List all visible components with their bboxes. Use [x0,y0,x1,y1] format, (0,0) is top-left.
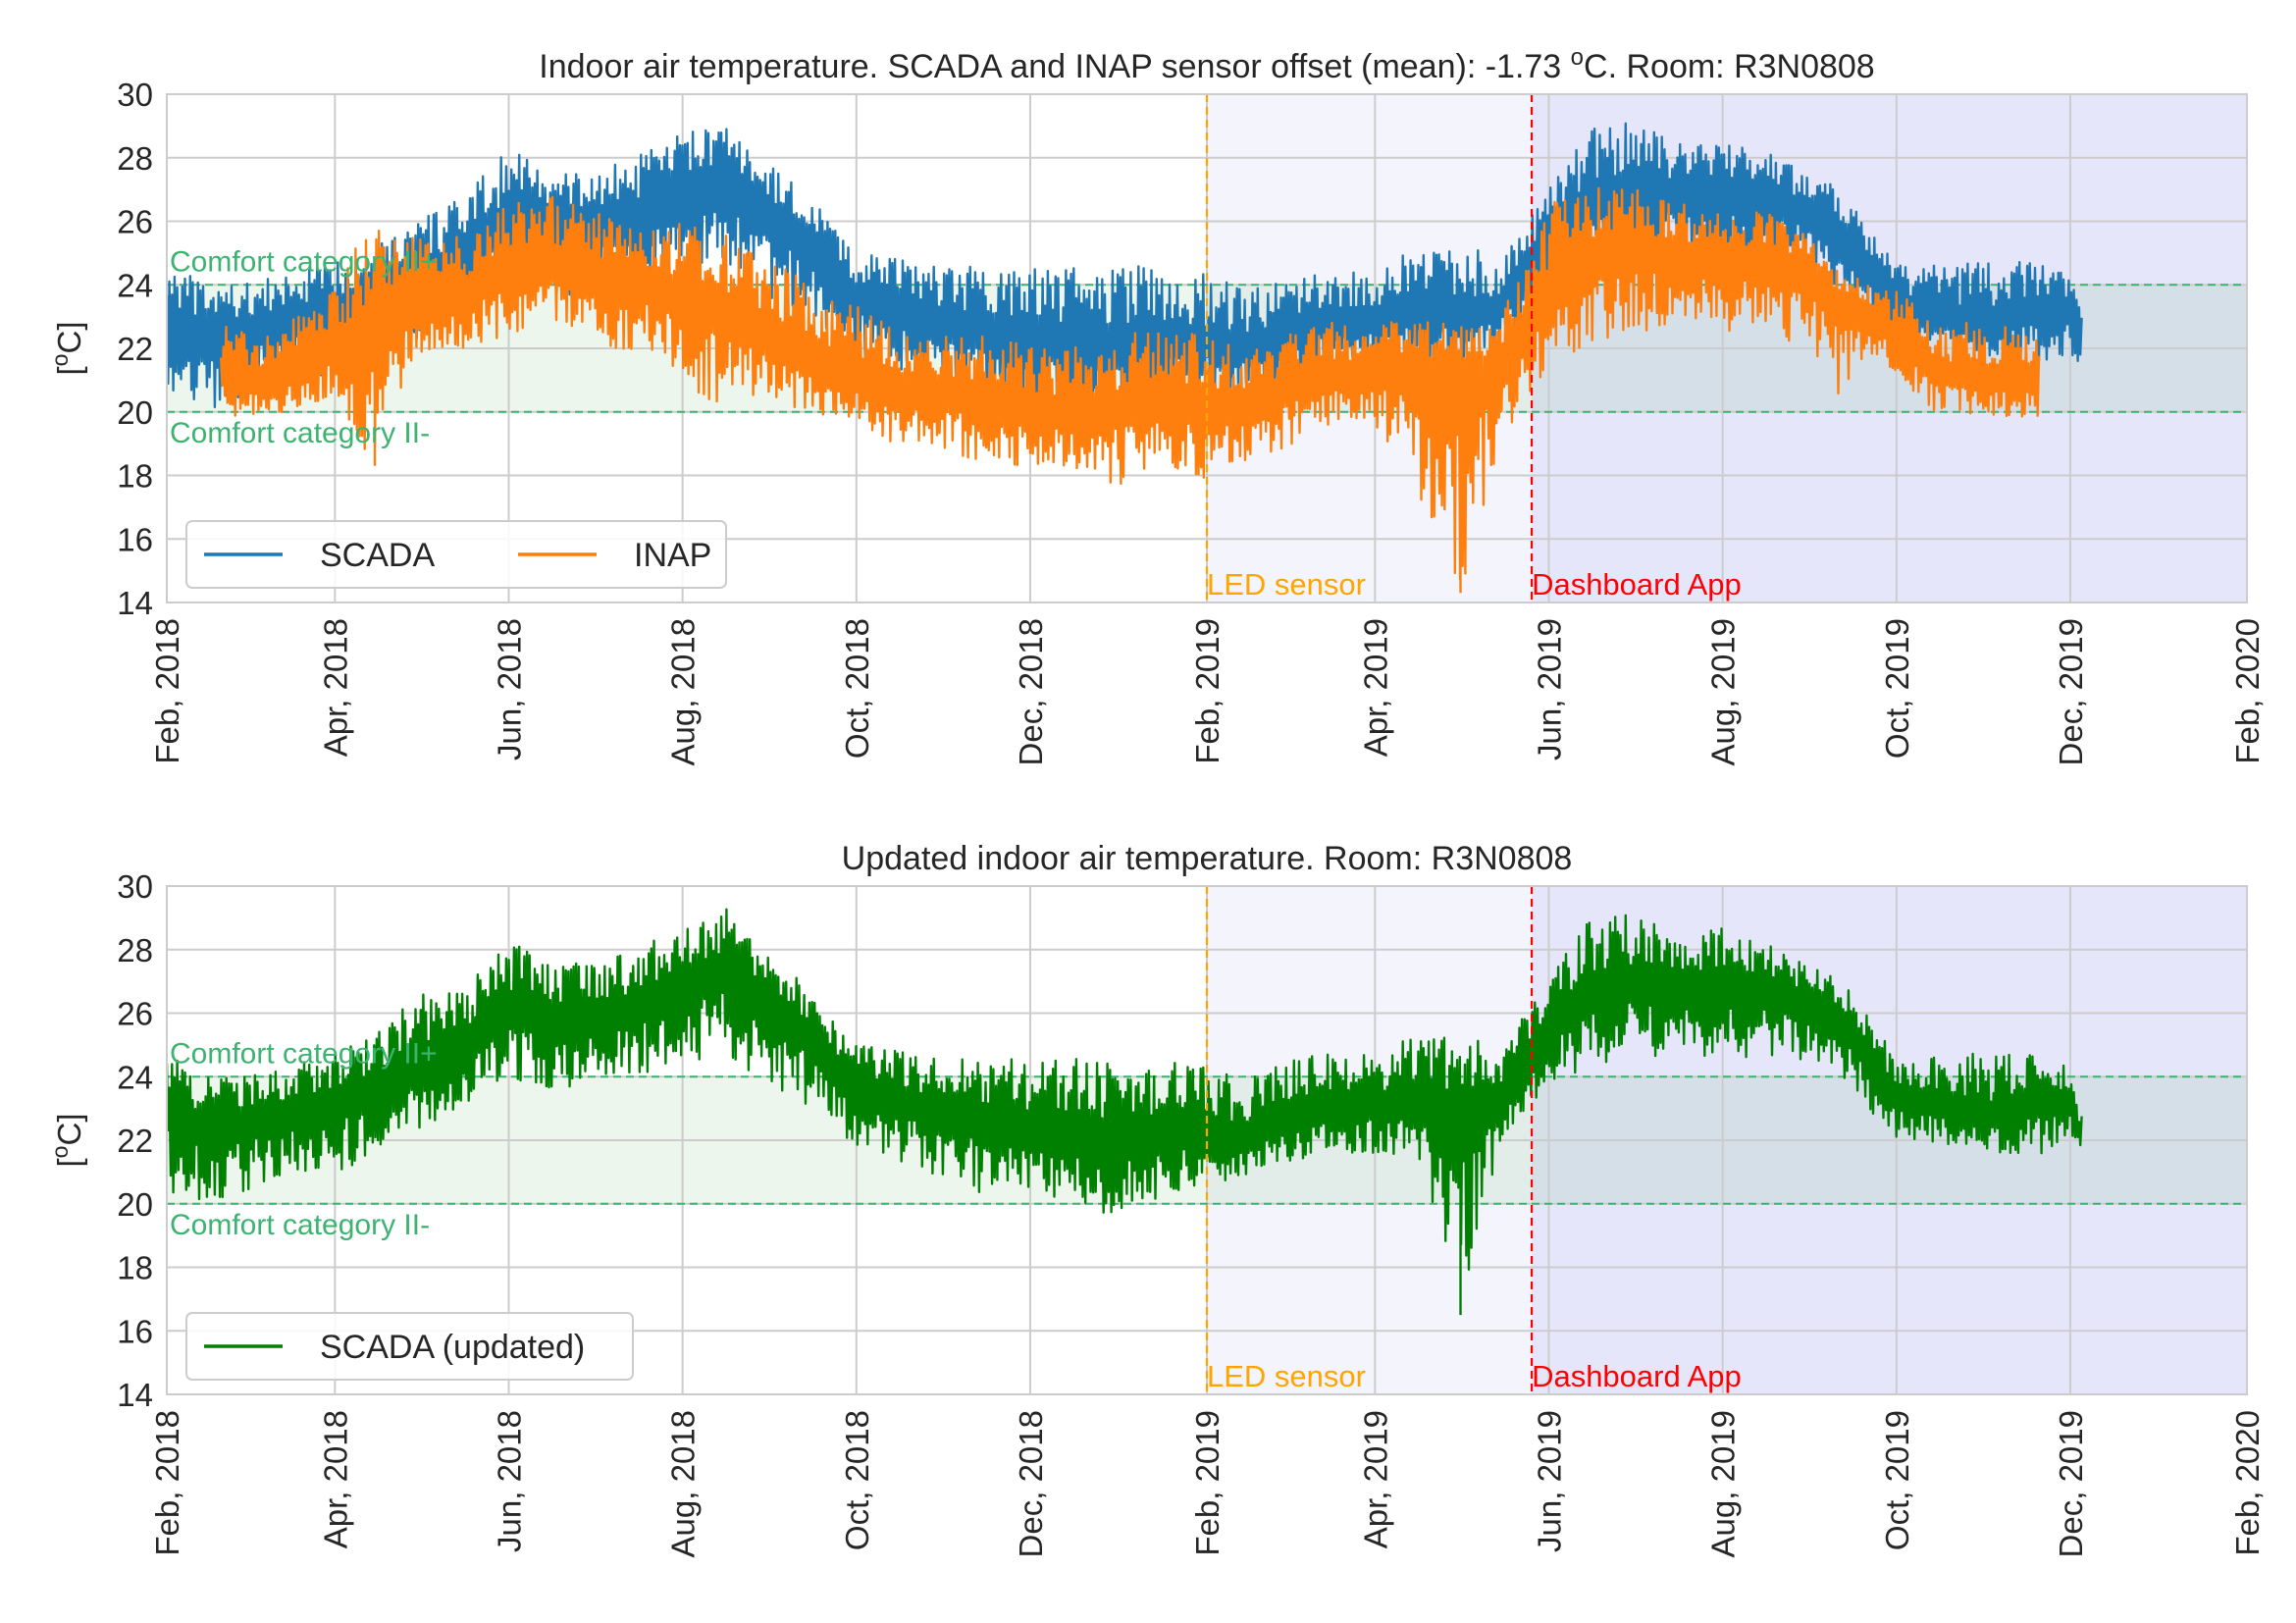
x-tick-label: Feb, 2019 [1189,618,1226,764]
legend-box [185,520,727,589]
x-tick-label: Oct, 2018 [839,1410,875,1550]
y-axis-label: [oC] [47,1114,87,1168]
series-line-inap [220,186,2041,594]
y-tick-label: 26 [117,204,153,240]
series-line-scada-updated- [167,908,2083,1316]
x-tick-label: Aug, 2019 [1705,1410,1742,1557]
y-tick-label: 22 [117,1123,153,1159]
axes-frame [166,885,2248,1395]
x-tick-label: Jun, 2019 [1531,1410,1567,1552]
y-tick-label: 28 [117,932,153,969]
x-tick-label: Aug, 2019 [1705,618,1742,765]
x-tick-label: Feb, 2020 [2229,1410,2266,1556]
y-tick-label: 20 [117,1186,153,1223]
y-tick-label: 28 [117,140,153,177]
x-tick-label: Jun, 2018 [491,618,527,760]
axes-frame [166,93,2248,603]
y-tick-label: 16 [117,521,153,557]
legend-label: SCADA (updated) [320,1329,585,1366]
comfort-upper-label: Comfort category II+ [170,1037,438,1070]
x-tick-label: Oct, 2018 [839,618,875,759]
top-chart-panel: LED sensor Dashboard App Comfort category … [47,44,2266,765]
y-tick-label: 30 [117,868,153,905]
y-tick-label: 20 [117,394,153,431]
comfort-lower-label: Comfort category II- [170,1209,430,1241]
y-tick-label: 30 [117,77,153,113]
comfort-upper-label: Comfort category II+ [170,245,438,278]
event-label: LED sensor [1207,1359,1366,1393]
y-tick-label: 24 [117,267,153,303]
x-tick-label: Dec, 2018 [1013,1410,1049,1557]
event-label: Dashboard App [1532,1359,1742,1393]
x-tick-label: Apr, 2019 [1357,1410,1393,1548]
y-tick-label: 16 [117,1313,153,1349]
chart-title: Updated indoor air temperature. Room: R3… [842,840,1573,877]
y-tick-label: 22 [117,331,153,367]
legend-label: SCADA [320,537,435,574]
x-tick-label: Feb, 2020 [2229,618,2266,764]
x-tick-label: Feb, 2018 [149,1410,185,1556]
y-tick-label: 18 [117,1250,153,1286]
y-tick-label: 18 [117,458,153,495]
x-tick-label: Oct, 2019 [1879,1410,1915,1550]
x-tick-label: Dec, 2019 [2053,1410,2089,1557]
x-tick-label: Dec, 2019 [2053,618,2089,765]
y-axis-label: [oC] [47,322,87,376]
x-tick-label: Apr, 2019 [1357,618,1393,757]
x-tick-label: Aug, 2018 [665,618,702,765]
x-tick-label: Dec, 2018 [1013,618,1049,765]
legend-box [185,1312,634,1381]
comfort-lower-label: Comfort category II- [170,417,430,449]
x-tick-label: Apr, 2018 [317,1410,353,1548]
bottom-chart-panel: LED sensor Dashboard App Comfort category … [47,840,2266,1557]
x-tick-label: Oct, 2019 [1879,618,1915,759]
x-tick-label: Jun, 2019 [1531,618,1567,760]
x-tick-label: Apr, 2018 [317,618,353,757]
y-tick-label: 14 [117,1377,153,1413]
y-tick-label: 14 [117,585,153,621]
y-tick-label: 24 [117,1059,153,1095]
y-tick-label: 26 [117,996,153,1032]
event-label: Dashboard App [1532,567,1742,602]
event-label: LED sensor [1207,567,1366,602]
x-tick-label: Feb, 2018 [149,618,185,764]
x-tick-label: Aug, 2018 [665,1410,702,1557]
legend-label: INAP [634,537,711,574]
chart-title: Indoor air temperature. SCADA and INAP s… [539,44,1874,85]
x-tick-label: Feb, 2019 [1189,1410,1226,1556]
x-tick-label: Jun, 2018 [491,1410,527,1552]
